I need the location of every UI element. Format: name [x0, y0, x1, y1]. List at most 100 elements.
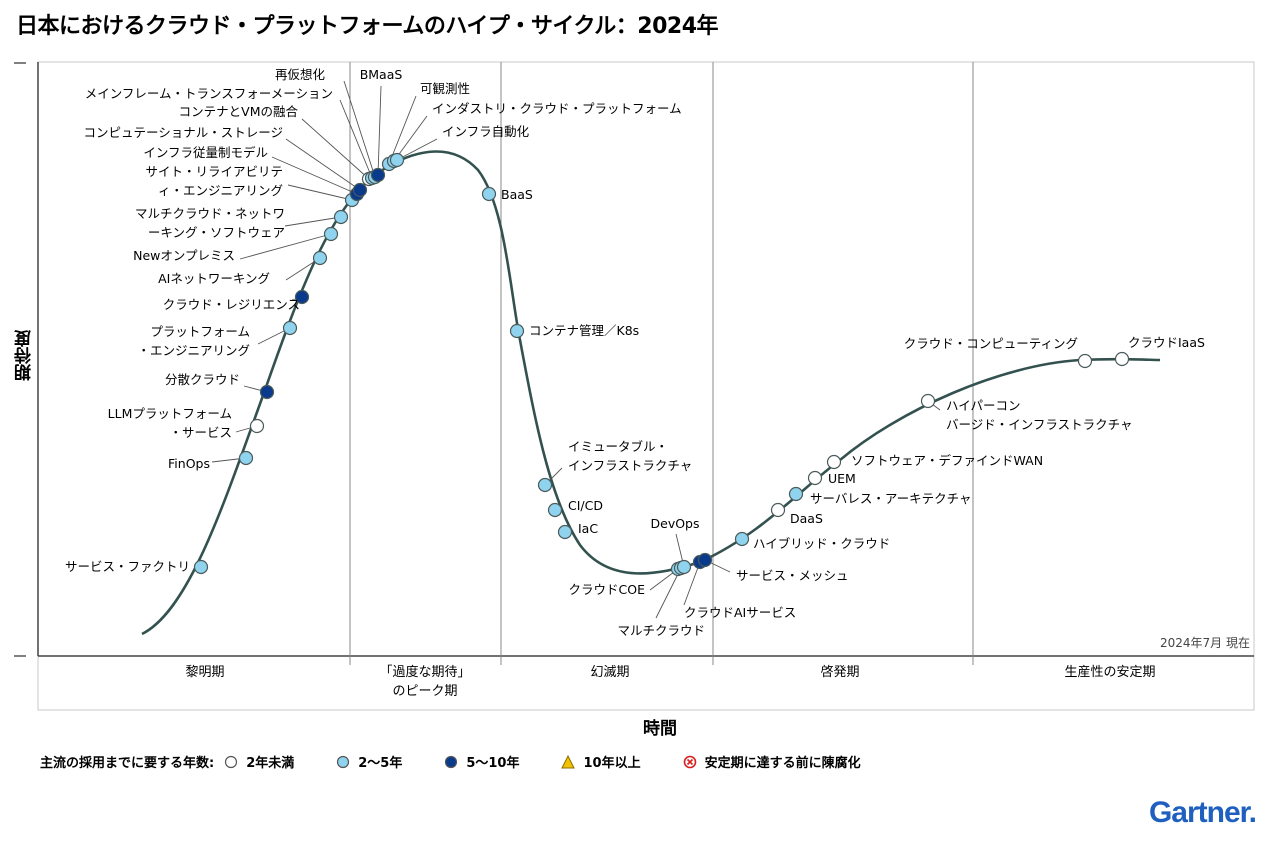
technology-label: インダストリ・クラウド・プラットフォーム: [432, 101, 682, 116]
leader-line: [683, 561, 701, 606]
technology-label: サービス・メッシュ: [736, 568, 849, 583]
technology-marker: [537, 477, 553, 493]
leader-line: [396, 138, 438, 161]
technology-label: イミュータブル・インフラストラクチャ: [568, 439, 692, 473]
phase-label-trough: 幻滅期: [590, 665, 630, 680]
technology-label: ハイブリッド・クラウド: [753, 536, 890, 551]
legend-item-2-5: 2〜5年: [336, 752, 402, 771]
technology-marker: [193, 559, 209, 575]
technology-marker: [557, 524, 573, 540]
legend-label: 5〜10年: [466, 756, 520, 771]
phase-label-plateau: 生産性の安定期: [1064, 665, 1156, 680]
technology-marker: [238, 450, 254, 466]
leader-line: [343, 80, 376, 178]
technology-label: コンテナとVMの融合: [179, 104, 299, 119]
legend-label: 2〜5年: [358, 756, 403, 771]
technology-marker: [352, 182, 368, 198]
technology-label: IaC: [578, 521, 598, 536]
technology-label: ハイパーコンバージド・インフラストラクチャ: [946, 398, 1133, 432]
legend: 主流の採用までに要する年数: 2年未満 2〜5年 5〜10年 10年以上 安定期…: [40, 752, 903, 771]
legend-title: 主流の採用までに要する年数:: [40, 756, 215, 771]
technology-label: CI/CD: [568, 498, 603, 513]
phase-label-slope: 啓発期: [820, 665, 860, 680]
technology-marker: [294, 289, 310, 305]
technology-marker: [826, 454, 842, 470]
legend-item-10plus: 10年以上: [561, 752, 641, 771]
technology-marker: [807, 470, 823, 486]
technology-label: 分散クラウド: [165, 372, 240, 387]
technology-marker: [509, 323, 525, 339]
technology-label: 再仮想化: [275, 67, 326, 82]
x-axis-label: 時間: [643, 719, 677, 739]
technology-marker: [481, 186, 497, 202]
technology-label: BaaS: [501, 187, 533, 202]
technology-label: コンピュテーショナル・ストレージ: [83, 125, 283, 140]
light-blue-circle-icon: [337, 755, 350, 768]
technology-label: DevOps: [651, 516, 700, 531]
technology-label: マルチクラウド・ネットワーキング・ソフトウェア: [135, 206, 285, 240]
chart-title: 日本におけるクラウド・プラットフォームのハイプ・サイクル：2024年: [16, 14, 719, 39]
technology-label: メインフレーム・トランスフォーメーション: [85, 86, 333, 101]
technology-markers: [193, 152, 1130, 577]
technology-label: BMaaS: [360, 67, 403, 82]
technology-label: クラウドIaaS: [1128, 335, 1205, 350]
technology-marker: [312, 250, 328, 266]
technology-label: マルチクラウド: [617, 623, 705, 638]
technology-labels: サービス・ファクトリ FinOps LLMプラットフォーム・サービス 分散クラウド プラ…: [65, 67, 1205, 638]
legend-label: 10年以上: [583, 756, 641, 771]
leader-line: [287, 184, 353, 201]
technology-marker: [323, 226, 339, 242]
technology-marker: [1077, 353, 1093, 369]
technology-marker: [770, 502, 786, 518]
leader-line: [284, 216, 342, 227]
technology-label: DaaS: [790, 511, 823, 526]
technology-label: クラウドCOE: [569, 582, 646, 597]
technology-marker: [697, 552, 713, 568]
technology-label: クラウドAIサービス: [684, 605, 796, 620]
legend-item-obsolete: 安定期に達する前に陳腐化: [683, 752, 861, 771]
technology-label: サービス・ファクトリ: [65, 559, 190, 574]
technology-label: ソフトウェア・デファインドWAN: [851, 453, 1043, 468]
leader-line: [339, 99, 373, 179]
y-axis-label: 期待度: [15, 330, 35, 381]
red-x-circle-icon: [683, 755, 696, 768]
legend-label: 安定期に達する前に陳腐化: [704, 756, 861, 771]
technology-label: インフラ自動化: [442, 124, 530, 139]
technology-marker: [788, 486, 804, 502]
leader-line: [239, 233, 332, 260]
legend-item-lt2: 2年未満: [224, 752, 294, 771]
technology-label: 可観測性: [420, 81, 470, 96]
technology-marker: [282, 320, 298, 336]
technology-marker: [259, 384, 275, 400]
technology-marker: [249, 418, 265, 434]
leader-line: [271, 156, 358, 195]
technology-label: プラットフォーム・エンジニアリング: [137, 324, 250, 358]
technology-label: FinOps: [168, 456, 210, 471]
technology-marker: [734, 531, 750, 547]
technology-label: クラウド・レジリエンス: [163, 297, 300, 312]
technology-label: LLMプラットフォーム・サービス: [108, 406, 232, 440]
leader-line: [377, 85, 382, 176]
technology-marker: [1114, 351, 1130, 367]
as-of-date: 2024年7月 現在: [1160, 636, 1250, 650]
leader-line: [655, 567, 682, 619]
technology-marker: [547, 502, 563, 518]
legend-item-5-10: 5〜10年: [444, 752, 519, 771]
phase-label-peak: 「過度な期待」 のピーク期: [379, 665, 471, 699]
technology-marker: [389, 152, 405, 168]
gartner-logo: Gartner.: [1148, 796, 1257, 829]
leader-lines: [211, 80, 941, 619]
technology-label: コンテナ管理／K8s: [529, 323, 639, 338]
technology-marker: [333, 209, 349, 225]
leader-line: [285, 138, 361, 191]
yellow-triangle-icon: [561, 754, 576, 768]
legend-label: 2年未満: [246, 756, 295, 771]
technology-label: サーバレス・アーキテクチャ: [810, 491, 972, 506]
technology-marker: [676, 559, 692, 575]
phase-label-innovation: 黎明期: [185, 665, 225, 680]
technology-label: AIネットワーキング: [158, 271, 270, 286]
hype-curve: [141, 150, 1161, 636]
leader-line: [301, 118, 370, 180]
leader-line: [388, 95, 417, 165]
